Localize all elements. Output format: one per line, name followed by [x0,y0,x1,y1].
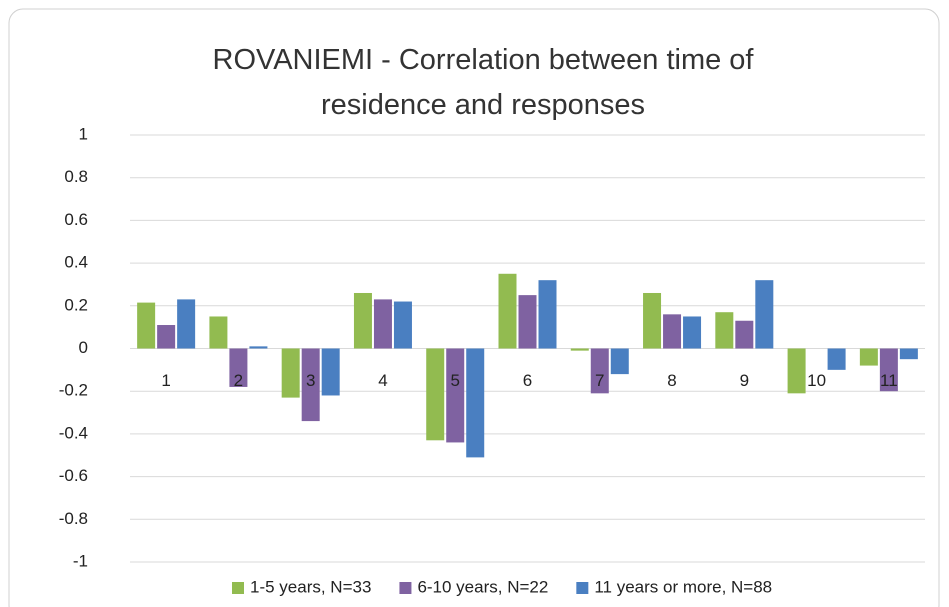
bar [570,348,589,351]
chart-title: ROVANIEMI - Correlation between time of … [212,44,754,121]
legend-swatch [399,582,412,594]
bar [715,312,734,349]
bar [209,316,228,349]
bar [281,348,300,398]
x-tick-label: 2 [234,371,243,390]
bar [249,346,268,349]
bar [643,292,662,349]
bar [446,348,465,443]
legend-label: 6-10 years, N=22 [417,577,548,596]
legend-swatch [232,582,244,594]
x-tick-label: 9 [740,371,749,390]
y-tick-label: 0.4 [64,253,88,272]
y-tick-label: -0.6 [59,466,88,485]
bar [426,348,445,441]
bar [755,280,774,349]
x-tick-label: 11 [880,371,898,390]
y-tick-label: 1 [79,124,88,143]
x-tick-label: 8 [667,371,676,390]
y-tick-label: 0.2 [64,295,88,314]
x-tick-label: 5 [450,371,459,390]
x-tick-label: 4 [378,371,387,390]
x-tick-label: 10 [807,371,826,390]
bar [663,314,682,349]
bar [393,301,412,349]
legend-label: 1-5 years, N=33 [250,577,371,596]
bar [157,325,176,349]
bar [590,348,609,394]
bar [466,348,485,458]
bar [827,348,846,370]
y-tick-label: -0.8 [59,509,88,528]
x-tick-label: 3 [306,371,315,390]
bar [177,299,196,349]
legend-swatch [576,582,589,594]
bar [683,316,702,349]
x-tick-label: 1 [161,371,170,390]
bar [498,273,517,349]
bar [538,280,557,349]
y-tick-label: 0.8 [64,167,88,186]
bar [610,348,629,375]
bar [518,295,537,349]
bar [859,348,878,366]
chart-border [8,8,940,607]
bar [229,348,248,387]
y-tick-label: 0 [79,338,88,357]
legend-label: 11 years or more, N=88 [594,577,772,596]
bar [373,299,392,349]
bar [353,292,372,349]
y-tick-label: -0.4 [59,423,88,442]
bar [321,348,340,396]
y-tick-label: 0.6 [64,210,88,229]
bar [137,302,156,349]
bar [899,348,918,360]
bar [301,348,320,422]
y-tick-label: -1 [73,551,88,570]
bar [735,320,754,349]
y-tick-label: -0.2 [59,381,88,400]
x-tick-label: 7 [595,371,604,390]
x-tick-label: 6 [523,371,532,390]
bar [879,348,898,392]
bar [787,348,806,394]
